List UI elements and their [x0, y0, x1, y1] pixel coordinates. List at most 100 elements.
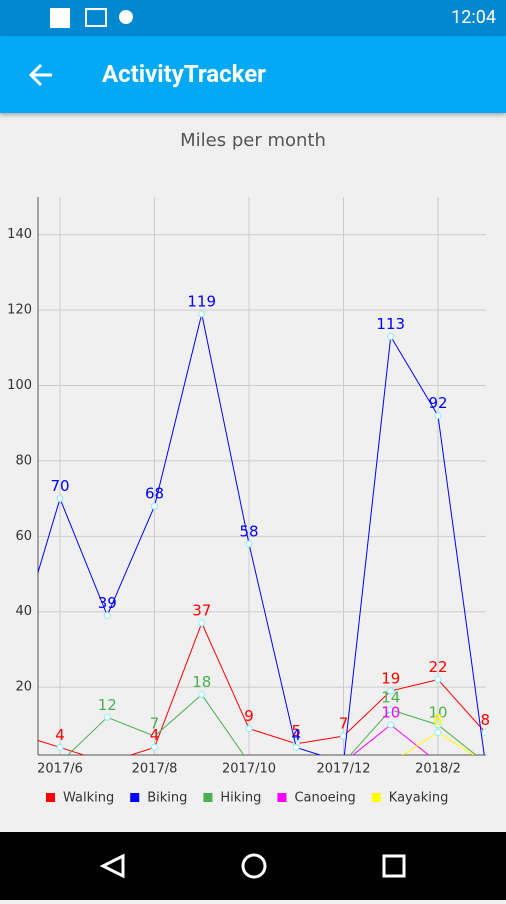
legend-label: Hiking [220, 791, 261, 806]
point [151, 732, 158, 740]
legend-swatch [277, 793, 287, 802]
data-label: 10 [381, 703, 400, 721]
status-bar: 12:04 [0, 0, 506, 36]
point [387, 687, 395, 695]
x-tick-label: 2017/6 [37, 762, 83, 777]
point [198, 619, 206, 627]
back-button[interactable] [26, 60, 56, 90]
y-tick-label: 60 [15, 529, 32, 544]
home-nav[interactable] [241, 853, 267, 879]
x-tick-label: 2017/10 [222, 762, 276, 777]
y-tick-label: 40 [15, 604, 32, 619]
point [245, 540, 253, 548]
data-label: 37 [192, 602, 211, 620]
point [293, 760, 299, 766]
data-label: 39 [98, 594, 117, 612]
legend-swatch [371, 793, 381, 802]
point [434, 728, 442, 736]
point [434, 412, 442, 420]
y-tick-label: 80 [15, 453, 32, 468]
data-label: 19 [381, 669, 400, 687]
legend-swatch [46, 793, 55, 802]
point [104, 760, 110, 766]
point [151, 743, 158, 751]
point [198, 310, 206, 318]
data-label: 18 [192, 673, 211, 691]
point [482, 760, 488, 766]
data-label: 119 [187, 292, 216, 310]
series-line [352, 724, 430, 755]
point [10, 760, 16, 766]
point [245, 725, 253, 733]
point [151, 502, 158, 510]
data-label: 92 [428, 394, 447, 412]
legend-swatch [130, 793, 140, 802]
point [387, 706, 395, 714]
point [482, 760, 488, 766]
status-icons [50, 8, 133, 28]
point [293, 760, 299, 766]
y-tick-label: 100 [7, 378, 32, 393]
x-tick-label: 2017/12 [316, 762, 370, 777]
data-label: 7 [339, 715, 349, 733]
point [10, 729, 16, 735]
point [292, 743, 300, 751]
point [199, 760, 205, 766]
data-label: 4 [291, 726, 301, 744]
clock: 12:04 [451, 7, 496, 28]
data-label: 4 [55, 726, 65, 744]
y-tick-label: 20 [15, 680, 32, 695]
point [434, 721, 442, 729]
data-label: 7 [150, 715, 160, 733]
chart: Miles per month 20 40 60 80 100 120 140 2017/6 2… [7, 130, 490, 806]
chart-title: Miles per month [180, 130, 326, 151]
point [10, 760, 16, 766]
point [481, 728, 486, 736]
point [199, 760, 205, 766]
x-tick-label: 2018/2 [415, 762, 461, 777]
nav-bar [0, 832, 506, 900]
point [482, 760, 488, 766]
back-nav[interactable] [99, 853, 125, 879]
point [10, 760, 16, 766]
y-tick-label: 140 [7, 227, 32, 242]
y-tick-label: 120 [7, 303, 32, 318]
legend-label: Biking [147, 791, 187, 806]
point [103, 612, 111, 619]
data-label: 5 [291, 722, 301, 740]
point [104, 760, 110, 766]
x-tick-label: 2017/8 [132, 762, 178, 777]
point [103, 713, 111, 721]
app-title: ActivityTracker [102, 60, 266, 88]
data-label: 22 [428, 658, 447, 676]
point [434, 676, 442, 684]
legend-label: Walking [63, 791, 114, 806]
point [10, 654, 16, 660]
data-label: 4 [150, 726, 160, 744]
series-line [401, 731, 475, 755]
point [104, 760, 110, 766]
point [340, 732, 347, 740]
data-label: 14 [381, 688, 400, 706]
nav-buttons [99, 853, 406, 879]
data-label: 113 [376, 315, 405, 333]
point [56, 743, 64, 751]
point [387, 333, 395, 340]
recent-nav[interactable] [382, 854, 406, 878]
data-label: 10 [428, 703, 447, 721]
data-label: 8 [480, 711, 490, 729]
point [387, 721, 395, 729]
data-label: 12 [98, 696, 117, 714]
point [482, 760, 488, 766]
point [56, 495, 64, 503]
point [388, 760, 394, 766]
app-bar: ActivityTracker [0, 36, 506, 113]
data-label: 70 [50, 477, 69, 495]
series-line [67, 693, 477, 755]
data-label: 58 [239, 522, 258, 540]
data-label: 68 [145, 485, 164, 503]
point [293, 760, 299, 766]
legend-label: Kayaking [389, 791, 449, 806]
